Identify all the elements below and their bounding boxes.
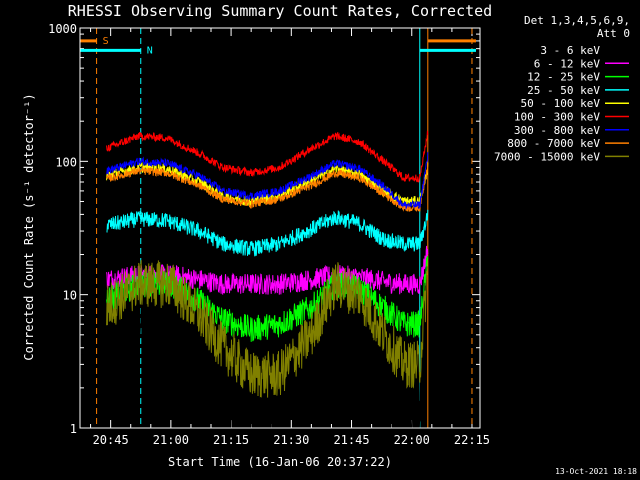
series-line-7 <box>106 163 429 213</box>
legend-label: 50 - 100 keV <box>521 97 601 110</box>
plot-axes <box>80 28 480 429</box>
legend-label: 7000 - 15000 keV <box>494 150 600 163</box>
legend-label: 800 - 7000 keV <box>507 137 600 150</box>
legend-label: 6 - 12 keV <box>534 57 601 70</box>
legend-header-line2: Att 0 <box>597 27 630 40</box>
series-lines <box>106 130 429 429</box>
series-line-6 <box>106 152 429 211</box>
x-tick-labels: 20:45 21:00 21:15 21:30 21:45 22:00 22:15 <box>93 433 490 447</box>
x-tick-label: 22:00 <box>394 433 430 447</box>
y-tick-label: 10 <box>63 289 77 303</box>
y-tick-label: 1 <box>70 422 77 436</box>
x-tick-label: 21:00 <box>153 433 189 447</box>
y-axis-label: Corrected Count Rate (s⁻¹ detector⁻¹) <box>22 93 36 360</box>
x-tick-label: 21:45 <box>333 433 369 447</box>
generation-timestamp: 13-Oct-2021 18:18 <box>555 467 637 476</box>
flag-label: S <box>103 36 109 47</box>
flag-label: N <box>147 45 153 56</box>
y-tick-labels: 1 10 100 1000 <box>48 22 77 436</box>
legend-header-line1: Det 1,3,4,5,6,9, <box>524 14 630 27</box>
x-tick-label: 20:45 <box>93 433 129 447</box>
legend-label: 12 - 25 keV <box>527 71 600 84</box>
series-line-4 <box>106 161 429 207</box>
x-axis-label: Start Time (16-Jan-06 20:37:22) <box>168 455 392 469</box>
x-tick-label: 21:15 <box>213 433 249 447</box>
series-line-5 <box>106 130 429 183</box>
series-line-8 <box>106 260 429 398</box>
flag-bars: SN <box>80 36 476 56</box>
chart-title: RHESSI Observing Summary Count Rates, Co… <box>68 2 492 20</box>
y-tick-label: 1000 <box>48 22 77 36</box>
x-tick-label: 22:15 <box>454 433 490 447</box>
axes-box <box>79 27 481 429</box>
series-line-3 <box>106 209 429 257</box>
legend-label: 25 - 50 keV <box>527 84 600 97</box>
legend-label: 300 - 800 keV <box>514 124 600 137</box>
legend-label: 3 - 6 keV <box>540 44 600 57</box>
y-tick-label: 100 <box>55 155 77 169</box>
x-tick-label: 21:30 <box>273 433 309 447</box>
legend-label: 100 - 300 keV <box>514 111 600 124</box>
plot-frame <box>79 27 481 429</box>
